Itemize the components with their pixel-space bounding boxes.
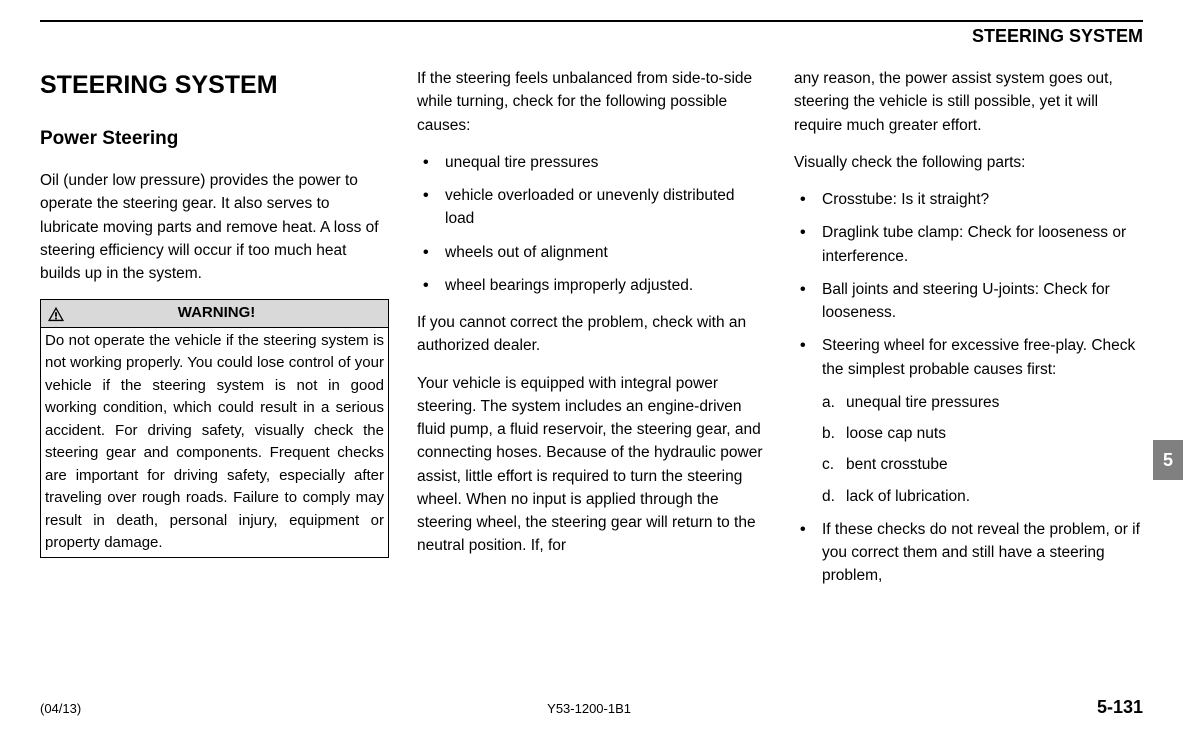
list-item: vehicle overloaded or unevenly distribut… xyxy=(417,184,766,231)
list-letter: b. xyxy=(822,422,835,445)
paragraph: If you cannot correct the problem, check… xyxy=(417,311,766,358)
warning-title: WARNING! xyxy=(67,302,388,325)
warning-box: WARNING! Do not operate the vehicle if t… xyxy=(40,299,389,558)
sub-list-item: c. bent crosstube xyxy=(822,453,1143,476)
list-item: unequal tire pressures xyxy=(417,151,766,174)
warning-triangle-icon xyxy=(45,305,67,323)
list-item: Steering wheel for excessive free-play. … xyxy=(794,334,1143,508)
list-letter: c. xyxy=(822,453,834,476)
footer-docid: Y53-1200-1B1 xyxy=(547,701,631,716)
list-letter: a. xyxy=(822,391,835,414)
section-subtitle: Power Steering xyxy=(40,125,389,154)
list-item: wheels out of alignment xyxy=(417,241,766,264)
paragraph: Visually check the following parts: xyxy=(794,151,1143,174)
list-item: Ball joints and steering U-joints: Check… xyxy=(794,278,1143,325)
warning-body: Do not operate the vehicle if the steeri… xyxy=(41,328,388,557)
page-title: STEERING SYSTEM xyxy=(40,67,389,105)
sub-item-text: loose cap nuts xyxy=(846,425,946,442)
sub-item-text: bent crosstube xyxy=(846,456,948,473)
list-item: Draglink tube clamp: Check for looseness… xyxy=(794,221,1143,268)
sub-list-item: a. unequal tire pressures xyxy=(822,391,1143,414)
paragraph: If the steering feels unbalanced from si… xyxy=(417,67,766,137)
bullet-list: unequal tire pressures vehicle overloade… xyxy=(417,151,766,297)
sub-list-item: d. lack of lubrication. xyxy=(822,485,1143,508)
sub-list-item: b. loose cap nuts xyxy=(822,422,1143,445)
paragraph: Your vehicle is equipped with integral p… xyxy=(417,372,766,558)
column-1: STEERING SYSTEM Power Steering Oil (unde… xyxy=(40,67,389,602)
list-item: wheel bearings improperly adjusted. xyxy=(417,274,766,297)
list-item-text: Steering wheel for excessive free-play. … xyxy=(822,337,1135,377)
content-columns: STEERING SYSTEM Power Steering Oil (unde… xyxy=(40,67,1143,602)
warning-header: WARNING! xyxy=(41,300,388,328)
running-header: STEERING SYSTEM xyxy=(40,26,1143,47)
header-rule xyxy=(40,20,1143,22)
column-2: If the steering feels unbalanced from si… xyxy=(417,67,766,602)
sub-list: a. unequal tire pressures b. loose cap nut… xyxy=(822,391,1143,508)
sub-item-text: unequal tire pressures xyxy=(846,394,999,411)
list-letter: d. xyxy=(822,485,835,508)
footer-date: (04/13) xyxy=(40,701,81,716)
list-item: Crosstube: Is it straight? xyxy=(794,188,1143,211)
section-tab: 5 xyxy=(1153,440,1183,480)
sub-item-text: lack of lubrication. xyxy=(846,488,970,505)
page-number: 5-131 xyxy=(1097,697,1143,718)
column-3: any reason, the power assist system goes… xyxy=(794,67,1143,602)
page-footer: (04/13) Y53-1200-1B1 5-131 xyxy=(40,697,1143,718)
paragraph: any reason, the power assist system goes… xyxy=(794,67,1143,137)
bullet-list: Crosstube: Is it straight? Draglink tube… xyxy=(794,188,1143,588)
paragraph: Oil (under low pressure) provides the po… xyxy=(40,169,389,285)
list-item: If these checks do not reveal the proble… xyxy=(794,518,1143,588)
